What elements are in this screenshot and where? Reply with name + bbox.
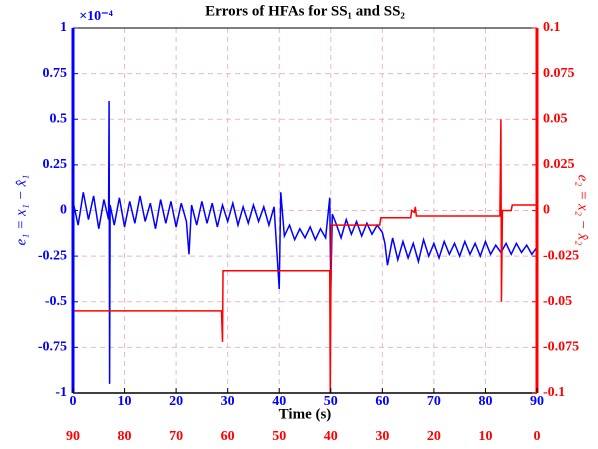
y-tick-label: 0.25 bbox=[43, 157, 68, 172]
x-tick-label: 80 bbox=[478, 394, 492, 409]
y-tick-label: -0.5 bbox=[45, 294, 67, 309]
x2-tick-label: 30 bbox=[375, 429, 389, 444]
y2-tick-label: 0.05 bbox=[543, 111, 568, 126]
x-tick-label: 50 bbox=[324, 394, 338, 409]
x-axis-label: Time (s) bbox=[279, 406, 332, 422]
y2-tick-label: 0.025 bbox=[543, 157, 575, 172]
x2-tick-label: 0 bbox=[534, 429, 541, 444]
x-tick-label: 40 bbox=[272, 394, 286, 409]
y-tick-label: 0.75 bbox=[43, 66, 68, 81]
x-tick-label: 30 bbox=[221, 394, 235, 409]
y2-tick-label: -0.1 bbox=[543, 385, 565, 400]
x-tick-label: 70 bbox=[427, 394, 441, 409]
x2-tick-label: 80 bbox=[118, 429, 132, 444]
data-line bbox=[73, 119, 537, 394]
x-tick-label: 0 bbox=[70, 394, 77, 409]
y-tick-label: 0 bbox=[60, 203, 67, 218]
chart-title: Errors of HFAs for SS₁ and SS₂ bbox=[205, 3, 405, 19]
x-tick-label: 10 bbox=[118, 394, 132, 409]
x2-tick-label: 70 bbox=[169, 429, 183, 444]
y2-tick-label: 0.1 bbox=[543, 20, 561, 35]
data-line bbox=[72, 100, 538, 384]
x-tick-label: 20 bbox=[169, 394, 183, 409]
y2-tick-label: -0.075 bbox=[543, 340, 579, 355]
x2-tick-label: 40 bbox=[324, 429, 338, 444]
x-tick-label: 60 bbox=[375, 394, 389, 409]
y2-axis-label: e₂ = x₂ − x̂₂ bbox=[575, 175, 591, 246]
y-scale-label: ×10⁻⁴ bbox=[79, 9, 113, 24]
y-tick-label: 1 bbox=[60, 20, 67, 35]
y2-tick-label: -0.025 bbox=[543, 248, 579, 263]
x2-tick-label: 10 bbox=[478, 429, 492, 444]
y-tick-label: -0.25 bbox=[38, 248, 67, 263]
y-tick-label: -0.75 bbox=[38, 340, 67, 355]
x-tick-label: 90 bbox=[530, 394, 544, 409]
y2-tick-label: 0 bbox=[543, 203, 550, 218]
y-tick-label: 0.5 bbox=[50, 111, 68, 126]
y-tick-label: -1 bbox=[55, 385, 67, 400]
y2-tick-label: 0.075 bbox=[543, 66, 575, 81]
x2-tick-label: 20 bbox=[427, 429, 441, 444]
x2-tick-label: 50 bbox=[272, 429, 286, 444]
x2-tick-label: 60 bbox=[221, 429, 235, 444]
x2-tick-label: 90 bbox=[66, 429, 80, 444]
y-axis-label: e₁ = x₁ − x̂₁ bbox=[13, 175, 29, 246]
y2-tick-label: -0.05 bbox=[543, 294, 572, 309]
